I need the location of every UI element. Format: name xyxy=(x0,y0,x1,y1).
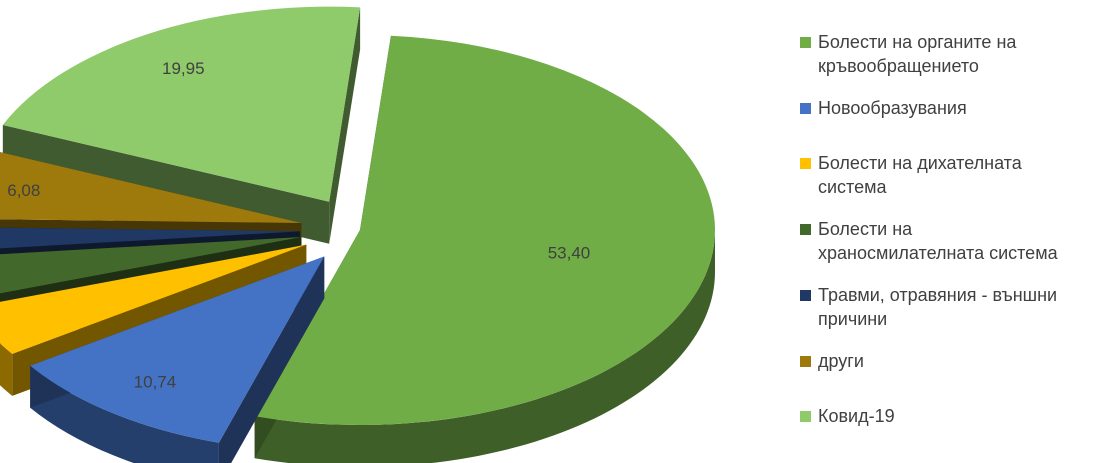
legend-item-2: Новообразувания xyxy=(800,96,1108,120)
legend-item-4: Болести на храносмилателната система xyxy=(800,217,1108,265)
legend-item-3: Болести на дихателната система xyxy=(800,151,1108,199)
legend: Болести на органите на кръвообращението Но… xyxy=(800,30,1108,459)
legend-swatch xyxy=(800,224,811,235)
legend-label: Болести на xyxy=(818,219,913,239)
legend-swatch xyxy=(800,37,811,48)
pie-slice-1 xyxy=(254,35,715,463)
legend-item-5: Травми, отравяния - външни причини xyxy=(800,283,1108,331)
legend-label: кръвообращението xyxy=(818,56,979,76)
legend-label: Новообразувания xyxy=(818,98,967,118)
legend-item-1: Болести на органите на кръвообращението xyxy=(800,30,1108,78)
legend-label: причини xyxy=(818,309,888,329)
legend-swatch xyxy=(800,103,811,114)
legend-label: храносмилателната система xyxy=(818,243,1058,263)
pie-slice-2 xyxy=(30,256,325,463)
legend-swatch xyxy=(800,290,811,301)
legend-label: Травми, отравяния - външни xyxy=(818,285,1058,305)
legend-swatch xyxy=(800,158,811,169)
slice-value-label-6: 6,08 xyxy=(7,181,40,200)
legend-label: Болести на органите на xyxy=(818,32,1017,52)
legend-label: система xyxy=(818,177,887,197)
pie-chart: 19,956,082,0053,403,574,2510,74 xyxy=(0,6,715,463)
legend-label: Ковид-19 xyxy=(818,406,895,426)
legend-item-7: Ковид-19 xyxy=(800,404,1108,428)
legend-label: Болести на дихателната xyxy=(818,153,1022,173)
slice-value-label-2: 10,74 xyxy=(134,373,177,392)
slice-value-label-1: 53,40 xyxy=(548,244,591,263)
legend-swatch xyxy=(800,411,811,422)
legend-label: други xyxy=(818,351,864,371)
legend-item-6: други xyxy=(800,349,1108,373)
legend-swatch xyxy=(800,356,811,367)
slice-value-label-7: 19,95 xyxy=(162,59,205,78)
